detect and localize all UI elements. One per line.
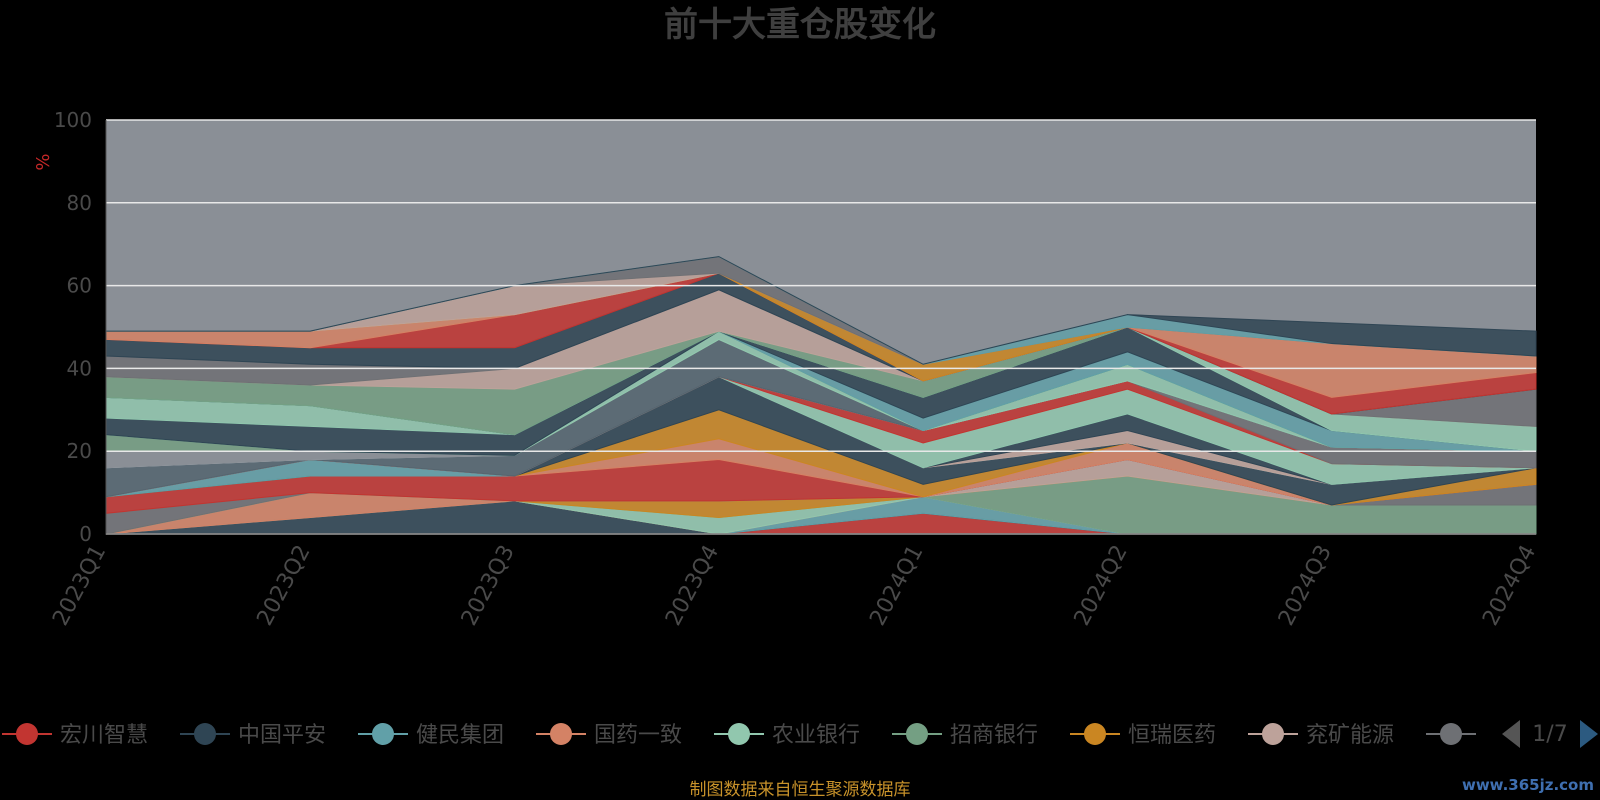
legend-marker[interactable] — [906, 723, 928, 745]
legend-item-label[interactable]: 健民集团 — [416, 723, 504, 748]
x-tick-label: 2023Q4 — [661, 541, 724, 630]
y-tick-label: 20 — [67, 439, 92, 463]
legend-marker[interactable] — [194, 723, 216, 745]
legend-item-label[interactable]: 中国平安 — [238, 723, 326, 748]
legend-prev-icon[interactable] — [1502, 720, 1520, 748]
legend-item-label[interactable]: 国药一致 — [594, 723, 682, 748]
y-tick-label: 0 — [79, 522, 92, 546]
chart-title: 前十大重仓股变化 — [664, 5, 936, 45]
legend-item-label[interactable]: 宏川智慧 — [60, 723, 148, 748]
x-tick-label: 2023Q2 — [253, 541, 316, 630]
legend-marker[interactable] — [1084, 723, 1106, 745]
x-tick-label: 2024Q2 — [1070, 541, 1133, 630]
legend-page-indicator: 1/7 — [1532, 722, 1567, 747]
watermark: www.365jz.com — [1462, 776, 1594, 794]
x-tick-label: 2023Q3 — [457, 541, 520, 630]
y-tick-label: 60 — [67, 274, 92, 298]
legend-item-label[interactable]: 农业银行 — [772, 723, 860, 748]
legend-marker[interactable] — [550, 723, 572, 745]
y-tick-label: 40 — [67, 356, 92, 380]
legend-next-icon[interactable] — [1580, 720, 1598, 748]
y-tick-label: 80 — [67, 191, 92, 215]
x-tick-label: 2024Q4 — [1478, 541, 1541, 630]
legend-marker[interactable] — [728, 723, 750, 745]
legend: 宏川智慧 中国平安 健民集团 国药一致 农业银行 招商银行 恒瑞医药 兖矿能源 — [2, 723, 1476, 748]
series-area-41[interactable] — [106, 256, 1537, 365]
legend-marker[interactable] — [16, 723, 38, 745]
y-unit-label: % — [33, 153, 54, 170]
legend-item-label[interactable]: 兖矿能源 — [1306, 723, 1394, 748]
x-tick-label: 2023Q1 — [48, 541, 111, 630]
x-tick-label: 2024Q1 — [865, 541, 928, 630]
data-source-note: 制图数据来自恒生聚源数据库 — [690, 780, 911, 800]
legend-marker[interactable] — [1262, 723, 1284, 745]
legend-marker[interactable] — [372, 723, 394, 745]
legend-item-label[interactable]: 招商银行 — [950, 723, 1038, 748]
plot-area: 0 20 40 60 80 100 2023Q1 2023Q2 2023Q3 2023Q4 2024… — [48, 108, 1541, 630]
legend-pager: 1/7 — [1502, 720, 1598, 748]
y-tick-label: 100 — [54, 108, 92, 132]
legend-marker[interactable] — [1440, 723, 1462, 745]
legend-item-label[interactable]: 恒瑞医药 — [1128, 723, 1216, 748]
x-tick-label: 2024Q3 — [1274, 541, 1337, 630]
